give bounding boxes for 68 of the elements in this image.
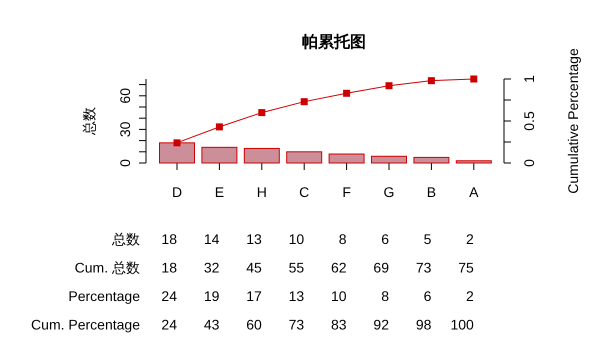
text: 98: [416, 316, 432, 332]
text: 2: [466, 231, 474, 247]
y-axis-title: 总数: [81, 107, 97, 136]
bar: [456, 160, 492, 164]
text: 10: [288, 231, 304, 247]
text: 13: [246, 231, 262, 247]
text: 2: [466, 288, 474, 304]
text: 14: [204, 231, 220, 247]
y2-tick-label: 1: [521, 74, 537, 83]
text: 32: [204, 260, 220, 276]
text: 75: [458, 260, 474, 276]
text: 6: [424, 288, 432, 304]
text: 45: [246, 260, 262, 276]
x-tick-label: B: [426, 184, 436, 200]
text: 18: [161, 231, 178, 247]
point: [174, 139, 180, 146]
text: 92: [373, 316, 390, 332]
x-tick-label: C: [299, 184, 310, 200]
text: 8: [338, 231, 347, 247]
text: 43: [204, 316, 220, 332]
text: 83: [331, 316, 347, 332]
point: [216, 123, 223, 130]
bar: [244, 148, 280, 164]
text: 18: [161, 260, 178, 276]
text: Cum. 总数: [74, 260, 140, 276]
text: 60: [246, 316, 262, 332]
text: 73: [416, 260, 432, 276]
y-tick-label: 60: [117, 88, 133, 104]
y2-axis-title: Cumulative Percentage: [565, 48, 581, 194]
text: Cum. Percentage: [31, 316, 140, 332]
text: 69: [373, 260, 390, 276]
x-tick-label: E: [214, 184, 224, 200]
text: 55: [288, 260, 304, 276]
point: [428, 77, 435, 84]
point: [386, 82, 392, 90]
y2-tick-label: 0.5: [521, 111, 537, 131]
bar: [286, 151, 322, 164]
text: 5: [424, 231, 432, 247]
text: 13: [288, 288, 304, 304]
x-tick-label: D: [172, 184, 182, 200]
point: [300, 98, 308, 106]
text: 17: [246, 288, 262, 304]
bar: [201, 146, 238, 164]
text: Percentage: [68, 288, 140, 304]
text: 6: [381, 231, 390, 247]
point: [343, 90, 350, 97]
text: 62: [331, 260, 347, 276]
x-tick-label: A: [469, 184, 480, 200]
bar: [328, 154, 365, 164]
x-tick-label: G: [384, 184, 394, 200]
text: 10: [331, 288, 347, 304]
chart-title: 帕累托图: [302, 33, 366, 51]
x-tick-label: F: [342, 184, 351, 200]
text: 73: [288, 316, 304, 332]
y-tick-label: 0: [117, 158, 133, 167]
text: 8: [381, 288, 390, 304]
bar: [371, 156, 407, 164]
text: 100: [450, 316, 474, 332]
text: 19: [204, 288, 220, 304]
x-tick-label: H: [256, 184, 267, 200]
y2-tick-label: 0: [521, 158, 537, 167]
point: [258, 109, 266, 116]
y-tick-label: 30: [117, 121, 133, 138]
text: 24: [161, 316, 178, 332]
text: 总数: [111, 231, 140, 247]
text: 24: [161, 288, 178, 304]
point: [470, 76, 478, 82]
bar: [413, 156, 450, 164]
